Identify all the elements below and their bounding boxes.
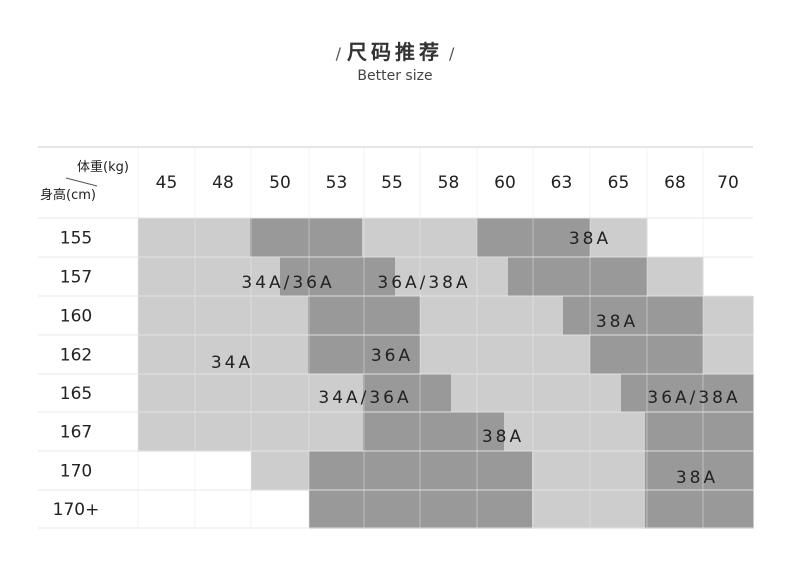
- weight-column-header: 48: [212, 173, 234, 193]
- page-title: / 尺码推荐 /: [0, 36, 790, 65]
- light-zone-cell: [647, 257, 704, 297]
- dark-zone-cell: [645, 451, 754, 491]
- page-subtitle: Better size: [357, 68, 433, 84]
- title-slash-right: /: [449, 44, 455, 63]
- weight-column-header: 55: [381, 173, 403, 193]
- light-zone-cell: [138, 296, 309, 336]
- weight-column-header: 53: [326, 173, 348, 193]
- size-recommendation-label: 34A/36A: [241, 273, 334, 293]
- light-zone-cell: [451, 374, 622, 413]
- light-zone-cell: [532, 451, 646, 491]
- size-recommendation-label: 38A: [482, 427, 524, 447]
- light-zone-cell: [590, 218, 648, 258]
- height-row-header: 170: [60, 462, 92, 482]
- light-zone-cell: [395, 257, 509, 297]
- weight-column-header: 68: [664, 173, 686, 193]
- weight-column-header: 45: [156, 173, 178, 193]
- dark-zone-cell: [508, 257, 648, 297]
- corner-height-label: 身高(cm): [40, 187, 96, 203]
- size-recommendation-label: 34A: [211, 353, 253, 373]
- dark-zone-cell: [363, 374, 452, 413]
- weight-column-header: 63: [551, 173, 573, 193]
- dark-zone-cell: [477, 218, 591, 258]
- height-row-header: 160: [60, 307, 92, 327]
- size-recommendation-label: 38A: [596, 312, 638, 332]
- corner-weight-label: 体重(kg): [77, 159, 129, 175]
- size-recommendation-label: 36A/38A: [647, 388, 740, 408]
- light-zone-cell: [703, 296, 754, 336]
- dark-zone-cell: [645, 412, 754, 452]
- light-zone-cell: [504, 412, 646, 452]
- dark-zone-cell: [645, 490, 754, 529]
- light-zone-cell: [420, 335, 591, 375]
- weight-column-header: 50: [269, 173, 291, 193]
- size-recommendation-label: 38A: [676, 468, 718, 488]
- height-row-header: 157: [60, 268, 92, 288]
- size-recommendation-label: 38A: [569, 229, 611, 249]
- light-zone-cell: [703, 335, 754, 375]
- weight-column-header: 58: [438, 173, 460, 193]
- title-text: 尺码推荐: [347, 40, 443, 64]
- light-zone-cell: [251, 451, 310, 491]
- height-row-header: 162: [60, 346, 92, 366]
- size-recommendation-label: 36A/38A: [377, 273, 470, 293]
- height-row-header: 170+: [53, 500, 100, 520]
- weight-column-header: 70: [717, 173, 739, 193]
- dark-zone-cell: [363, 412, 505, 452]
- height-row-header: 167: [60, 423, 92, 443]
- dark-zone-cell: [563, 296, 704, 336]
- light-zone-cell: [420, 296, 564, 336]
- height-row-header: 165: [60, 384, 92, 404]
- title-slash-left: /: [335, 44, 341, 63]
- dark-zone-cell: [309, 451, 533, 491]
- dark-zone-cell: [621, 374, 754, 413]
- light-zone-cell: [138, 257, 281, 297]
- height-row-header: 155: [60, 229, 92, 249]
- weight-column-header: 60: [494, 173, 516, 193]
- dark-zone-cell: [309, 490, 533, 529]
- dark-zone-cell: [280, 257, 396, 297]
- light-zone-cell: [532, 490, 646, 529]
- size-recommendation-label: 36A: [371, 346, 413, 366]
- light-zone-cell: [138, 335, 309, 375]
- size-recommendation-label: 34A/36A: [318, 388, 411, 408]
- dark-zone-cell: [250, 218, 363, 258]
- light-zone-cell: [138, 218, 251, 258]
- weight-column-header: 65: [608, 173, 630, 193]
- corner-diagonal-line: [65, 177, 98, 187]
